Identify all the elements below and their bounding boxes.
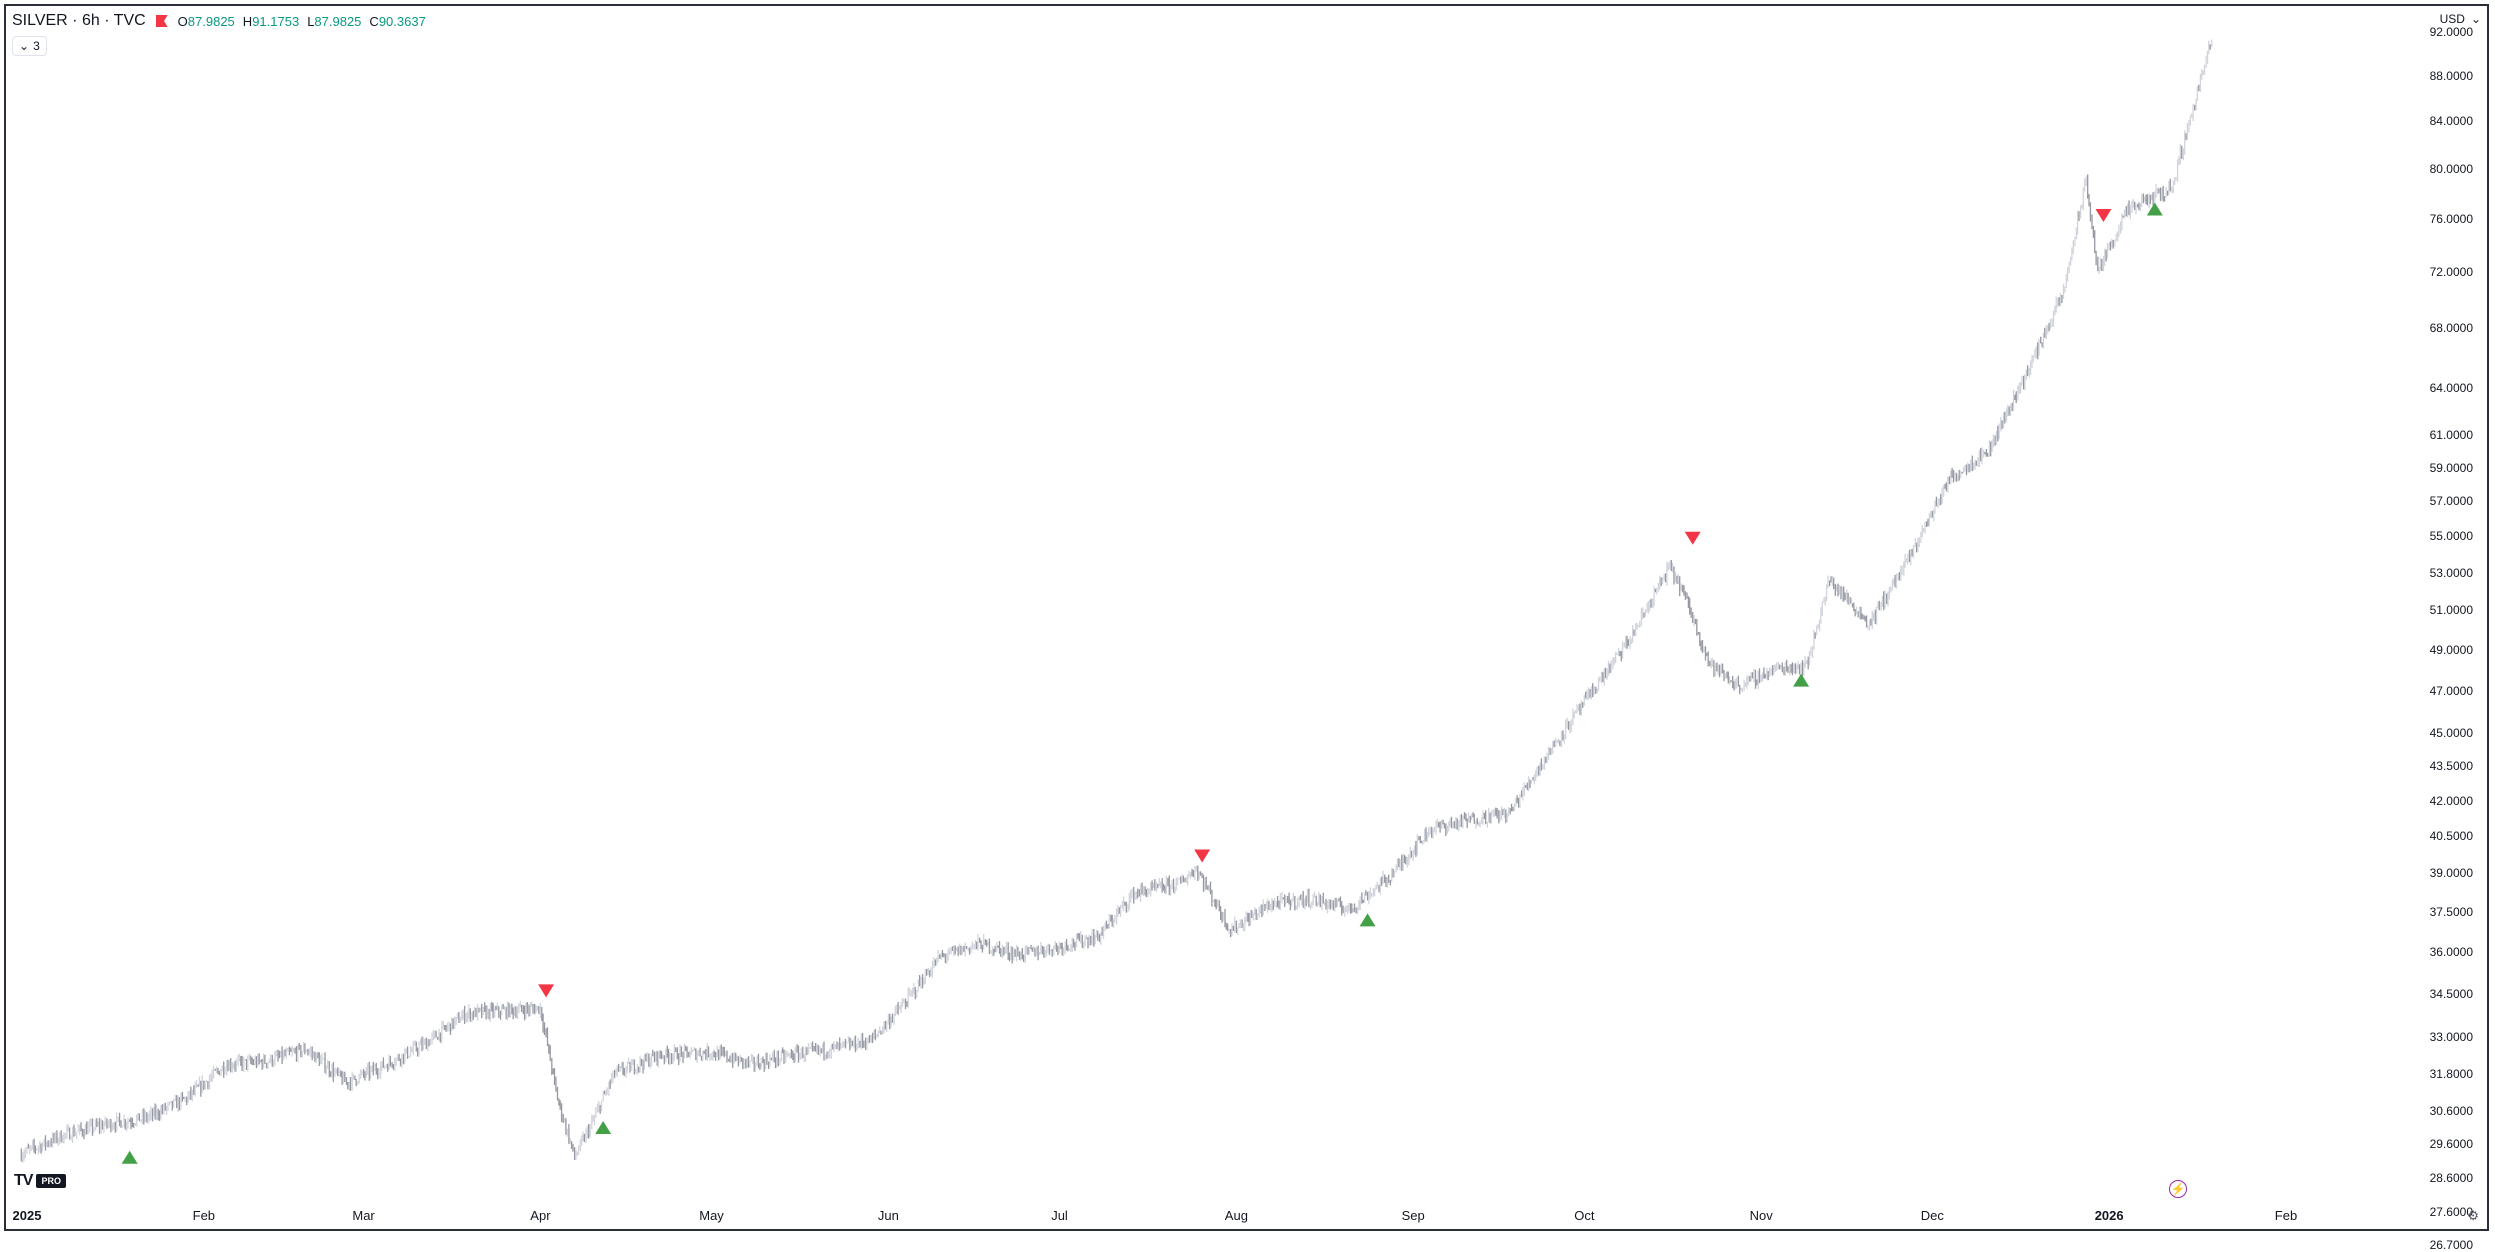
time-tick-label: Dec [1920, 1208, 1944, 1223]
price-tick-label: 33.0000 [2429, 1030, 2473, 1045]
price-tick-label: 30.6000 [2429, 1104, 2473, 1119]
chevron-down-icon: ⌄ [2470, 12, 2481, 26]
high-key: H [242, 13, 253, 29]
time-tick-label: Feb [2274, 1208, 2298, 1223]
price-tick-label: 92.0000 [2429, 25, 2473, 39]
price-tick-label: 36.0000 [2429, 944, 2473, 959]
tv-logo-mark: TV [14, 1172, 33, 1189]
time-tick-label: Oct [1574, 1208, 1595, 1223]
time-tick-label: 2026 [2094, 1208, 2124, 1223]
price-tick-label: 49.0000 [2429, 642, 2473, 657]
time-tick-label: May [699, 1208, 724, 1223]
price-tick-label: 51.0000 [2429, 603, 2473, 618]
low-value: 87.9825 [314, 13, 362, 29]
price-tick-label: 42.0000 [2429, 793, 2473, 808]
price-tick-label: 88.0000 [2429, 68, 2473, 83]
price-tick-label: 53.0000 [2429, 565, 2473, 580]
price-tick-label: 80.0000 [2429, 162, 2473, 177]
price-tick-label: 57.0000 [2429, 494, 2473, 509]
high-value: 91.1753 [252, 13, 300, 29]
symbol-legend: SILVER · 6h · TVC O87.9825 H91.1753 L87.… [12, 12, 426, 30]
buy-signal-marker[interactable] [1359, 913, 1376, 927]
buy-signal-marker[interactable] [2146, 202, 2163, 216]
buy-signal-marker[interactable] [595, 1120, 612, 1134]
time-axis[interactable]: 2025 Feb Mar Apr May Jun Jul Aug Sep Oct Nov Dec 202… [0, 1208, 2392, 1232]
price-tick-label: 26.7000 [2429, 1238, 2473, 1252]
time-tick-label: Aug [1224, 1208, 1248, 1223]
close-value: 90.3637 [378, 13, 426, 29]
price-tick-label: 28.6000 [2429, 1170, 2473, 1185]
pro-badge: PRO [36, 1174, 66, 1188]
sell-signal-marker[interactable] [1684, 531, 1701, 545]
time-tick-label: Jun [877, 1208, 899, 1223]
open-key: O [177, 13, 188, 29]
time-tick-label: Jul [1051, 1208, 1068, 1223]
time-tick-label: Feb [192, 1208, 216, 1223]
open-value: 87.9825 [187, 13, 235, 29]
price-tick-label: 39.0000 [2429, 866, 2473, 881]
lightning-icon[interactable]: ⚡ [2169, 1180, 2187, 1198]
buy-signal-marker[interactable] [121, 1150, 138, 1164]
chart-frame [4, 4, 2489, 1231]
ohlc-values: O87.9825 H91.1753 L87.9825 C90.3637 [178, 14, 426, 29]
sell-signal-marker[interactable] [1194, 849, 1211, 863]
currency-label: USD [2439, 12, 2465, 26]
sell-signal-marker[interactable] [2095, 208, 2112, 222]
price-tick-label: 76.0000 [2429, 212, 2473, 227]
flag-icon[interactable] [156, 15, 168, 27]
time-tick-label: Apr [530, 1208, 551, 1223]
price-tick-label: 61.0000 [2429, 427, 2473, 442]
price-tick-label: 29.6000 [2429, 1136, 2473, 1151]
price-bars [20, 39, 2213, 1163]
price-tick-label: 31.8000 [2429, 1066, 2473, 1081]
price-tick-label: 84.0000 [2429, 114, 2473, 129]
currency-selector[interactable]: USD ⌄ [2440, 12, 2481, 26]
low-key: L [307, 13, 315, 29]
price-tick-label: 55.0000 [2429, 529, 2473, 544]
time-tick-label: Nov [1749, 1208, 1773, 1223]
time-tick-label: Mar [352, 1208, 375, 1223]
indicators-toggle-button[interactable]: ⌄ 3 [12, 36, 47, 56]
symbol-title[interactable]: SILVER · 6h · TVC [12, 12, 146, 29]
price-tick-label: 45.0000 [2429, 726, 2473, 741]
price-tick-label: 37.5000 [2429, 904, 2473, 919]
price-tick-label: 59.0000 [2429, 460, 2473, 475]
price-tick-label: 47.0000 [2429, 683, 2473, 698]
time-tick-label: Sep [1401, 1208, 1425, 1223]
price-tick-label: 72.0000 [2429, 265, 2473, 280]
price-tick-label: 68.0000 [2429, 321, 2473, 336]
chevron-down-icon: ⌄ [19, 39, 30, 53]
price-chart[interactable] [6, 6, 2392, 1204]
price-tick-label: 34.5000 [2429, 986, 2473, 1001]
price-axis[interactable]: 92.0000 88.0000 84.0000 80.0000 76.0000 72.00… [2392, 0, 2487, 1252]
price-tick-label: 64.0000 [2429, 380, 2473, 395]
time-tick-label: 2025 [12, 1208, 42, 1223]
price-tick-label: 40.5000 [2429, 829, 2473, 844]
sell-signal-marker[interactable] [538, 984, 555, 998]
close-key: C [369, 13, 379, 29]
buy-signal-marker[interactable] [1793, 673, 1810, 687]
price-tick-label: 43.5000 [2429, 759, 2473, 774]
tradingview-logo[interactable]: TV PRO [14, 1172, 66, 1190]
settings-icon[interactable]: ⚙ [2467, 1208, 2479, 1223]
indicator-count: 3 [33, 39, 40, 53]
price-tick-label: 27.6000 [2429, 1205, 2473, 1220]
